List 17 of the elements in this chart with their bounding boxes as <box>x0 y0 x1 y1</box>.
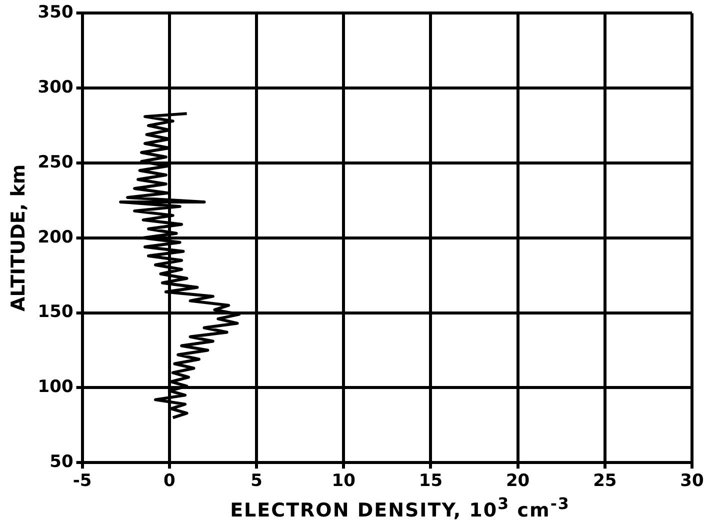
y-tick-label: 200 <box>38 227 74 248</box>
y-tick-label: 150 <box>38 302 74 322</box>
x-tick-label: 25 <box>593 471 617 492</box>
x-tick-label: 10 <box>332 471 356 492</box>
x-tick-label: 15 <box>418 471 443 492</box>
y-tick-label: 250 <box>38 152 74 172</box>
y-tick-label: 100 <box>38 377 74 398</box>
x-tick-label: 5 <box>250 471 262 492</box>
y-tick-label: 300 <box>38 78 74 98</box>
y-axis-title: ALTITUDE, km <box>7 164 30 312</box>
x-tick-label: 20 <box>506 471 530 492</box>
y-tick-label: 50 <box>50 452 74 472</box>
x-tick-label: -5 <box>72 471 92 492</box>
y-tick-label: 350 <box>38 2 74 23</box>
x-tick-label: 0 <box>163 471 176 492</box>
x-axis-title: ELECTRON DENSITY, 10$^{3}$ cm$^{-3}$ <box>229 494 571 522</box>
x-tick-label: 30 <box>680 471 704 492</box>
